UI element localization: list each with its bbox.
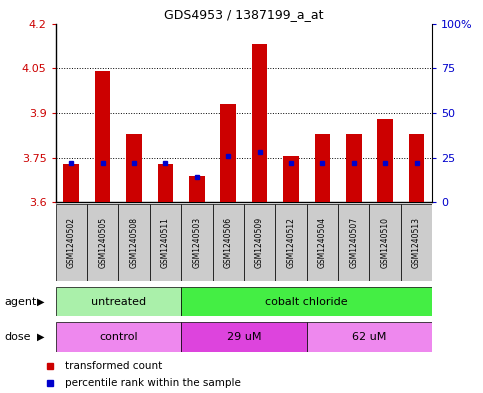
Text: GSM1240509: GSM1240509 [255,217,264,268]
Title: GDS4953 / 1387199_a_at: GDS4953 / 1387199_a_at [164,8,324,21]
Text: GSM1240503: GSM1240503 [192,217,201,268]
Bar [213,204,244,281]
Bar [346,134,362,202]
Bar [377,119,393,202]
Bar [307,322,432,352]
Text: GSM1240510: GSM1240510 [381,217,390,268]
Bar [338,204,369,281]
Bar [56,287,181,316]
Bar [150,204,181,281]
Text: ▶: ▶ [37,297,45,307]
Text: GSM1240502: GSM1240502 [67,217,76,268]
Text: transformed count: transformed count [65,360,162,371]
Bar [275,204,307,281]
Bar [126,134,142,202]
Bar [283,156,299,202]
Text: ▶: ▶ [37,332,45,342]
Text: dose: dose [5,332,31,342]
Text: GSM1240511: GSM1240511 [161,217,170,268]
Text: GSM1240512: GSM1240512 [286,217,296,268]
Bar [56,322,181,352]
Bar [314,134,330,202]
Text: 62 uM: 62 uM [352,332,387,342]
Text: GSM1240513: GSM1240513 [412,217,421,268]
Text: GSM1240505: GSM1240505 [98,217,107,268]
Bar [118,204,150,281]
Text: agent: agent [5,297,37,307]
Bar [369,204,401,281]
Bar [87,204,118,281]
Bar [157,163,173,202]
Bar [307,204,338,281]
Bar [95,71,111,202]
Text: control: control [99,332,138,342]
Text: GSM1240506: GSM1240506 [224,217,233,268]
Bar [189,176,205,202]
Bar [244,204,275,281]
Text: GSM1240507: GSM1240507 [349,217,358,268]
Bar [252,44,268,202]
Bar [181,204,213,281]
Text: percentile rank within the sample: percentile rank within the sample [65,378,241,388]
Bar [401,204,432,281]
Bar [56,204,87,281]
Text: GSM1240508: GSM1240508 [129,217,139,268]
Bar [181,287,432,316]
Text: cobalt chloride: cobalt chloride [265,297,348,307]
Text: 29 uM: 29 uM [227,332,261,342]
Bar [220,104,236,202]
Bar [63,163,79,202]
Bar [181,322,307,352]
Text: GSM1240504: GSM1240504 [318,217,327,268]
Text: untreated: untreated [91,297,146,307]
Bar [409,134,425,202]
